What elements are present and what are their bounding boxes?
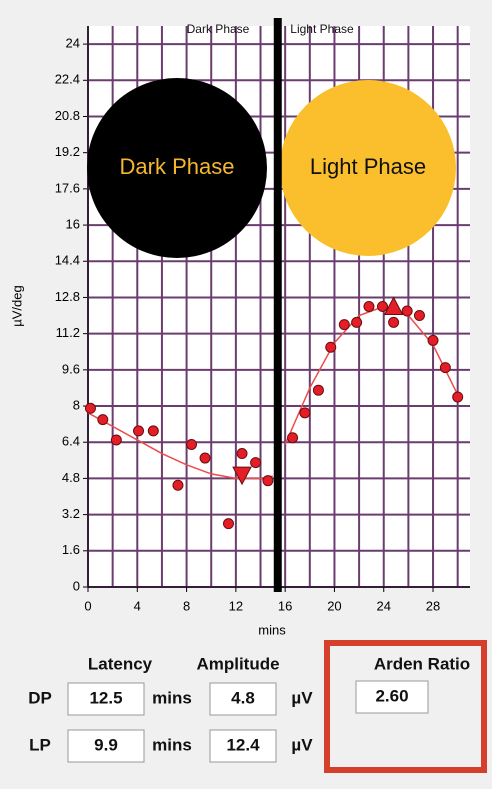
- data-point: [222, 518, 234, 530]
- data-point: [452, 391, 464, 403]
- annotation: Dark Phase: [120, 154, 235, 179]
- dark-circle: [87, 78, 267, 258]
- top-label: Light Phase: [290, 22, 354, 36]
- data-point: [236, 448, 248, 460]
- y-tick-label: 11.2: [56, 325, 80, 340]
- header: Latency: [88, 654, 153, 673]
- data-point: [84, 402, 96, 414]
- y-tick-label: 22.4: [55, 72, 80, 87]
- highlight-frame: [324, 640, 487, 773]
- x-tick-label: 8: [183, 598, 190, 613]
- y-tick-label: 24: [66, 36, 80, 51]
- y-axis-label: µV/deg: [9, 285, 24, 326]
- data-point: [388, 316, 400, 328]
- field: [209, 682, 277, 716]
- y-tick-label: 6.4: [62, 434, 80, 449]
- annotation: Light Phase: [310, 154, 426, 179]
- field: [355, 680, 429, 714]
- y-tick-label: 12.8: [55, 289, 80, 304]
- x-tick-label: 24: [377, 598, 391, 613]
- header: Amplitude: [196, 654, 279, 673]
- x-tick-label: 12: [229, 598, 243, 613]
- unit: mins: [152, 688, 192, 707]
- data-point: [250, 457, 262, 469]
- data-point: [186, 438, 198, 450]
- field-value: 4.8: [231, 688, 255, 707]
- peak-marker: [383, 296, 404, 315]
- y-tick-label: 17.6: [55, 180, 80, 195]
- data-point: [199, 452, 211, 464]
- data-point: [287, 432, 299, 444]
- field: [67, 682, 145, 716]
- header: Arden Ratio: [374, 654, 470, 673]
- arden-ratio: 2.60: [375, 686, 408, 705]
- data-point: [413, 310, 425, 322]
- x-tick-label: 28: [426, 598, 440, 613]
- y-tick-label: 3.2: [62, 506, 80, 521]
- marks: [84, 18, 464, 592]
- y-tick-label: 14.4: [55, 253, 80, 268]
- field: [67, 729, 145, 763]
- data-point: [351, 316, 363, 328]
- data-point: [97, 414, 109, 426]
- data-point: [439, 362, 451, 374]
- field-value: 9.9: [94, 735, 118, 754]
- y-tick-label: 1.6: [62, 542, 80, 557]
- data-point: [312, 384, 324, 396]
- data-point: [147, 425, 159, 437]
- data-point: [377, 301, 389, 312]
- data-point: [110, 434, 122, 446]
- field: [209, 729, 277, 763]
- unit: mins: [152, 735, 192, 754]
- x-tick-label: 20: [327, 598, 341, 613]
- data-point: [363, 301, 375, 312]
- data-point: [401, 305, 413, 317]
- x-tick-label: 16: [278, 598, 292, 613]
- trough-marker: [232, 466, 252, 486]
- x-axis-label: mins: [258, 622, 286, 637]
- data-point: [172, 479, 184, 491]
- x-tick-label: 0: [84, 598, 91, 613]
- y-tick-label: 20.8: [55, 108, 80, 123]
- y-tick-label: 9.6: [62, 361, 80, 376]
- y-tick-label: 4.8: [62, 470, 80, 485]
- y-tick-label: 8: [73, 397, 80, 412]
- data-point: [299, 407, 311, 419]
- row-label: LP: [29, 735, 51, 754]
- data-point: [427, 334, 439, 346]
- data-point: [325, 341, 337, 353]
- y-tick-label: 19.2: [55, 144, 80, 159]
- field-value: 12.5: [89, 688, 122, 707]
- top-label: Dark Phase: [187, 22, 250, 36]
- data-point: [262, 475, 274, 487]
- y-tick-label: 0: [73, 578, 80, 593]
- row-label: DP: [28, 688, 52, 707]
- data-point: [133, 425, 145, 437]
- unit: µV: [291, 735, 313, 754]
- field-value: 12.4: [226, 735, 260, 754]
- data-point: [338, 319, 350, 331]
- fit-curve: [87, 412, 273, 480]
- unit: µV: [291, 688, 313, 707]
- y-tick-label: 16: [66, 217, 80, 232]
- light-circle: [280, 80, 456, 256]
- x-tick-label: 4: [134, 598, 141, 613]
